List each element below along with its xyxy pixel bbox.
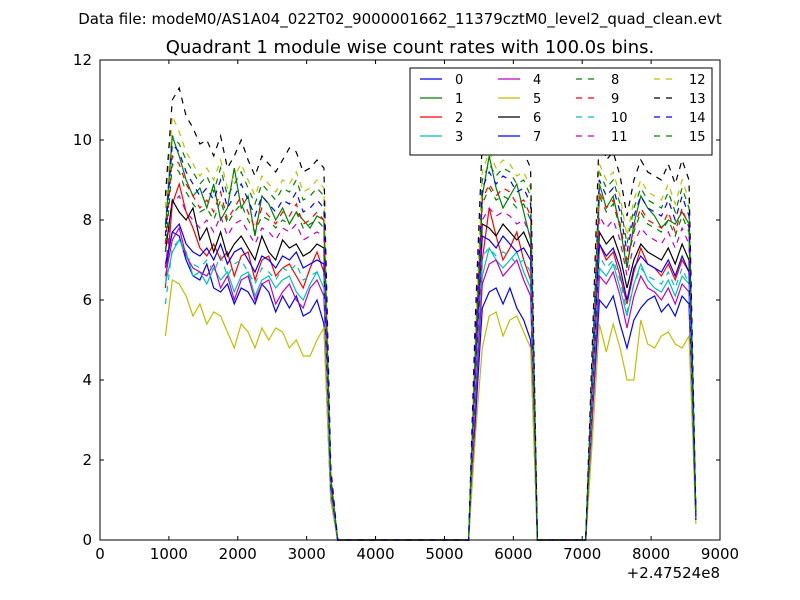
legend-label-5: 5 [533, 92, 541, 107]
legend-label-0: 0 [455, 73, 463, 88]
legend-label-10: 10 [611, 111, 628, 126]
legend-label-13: 13 [689, 92, 706, 107]
y-tick-label: 12 [73, 51, 92, 69]
chart-title: Quadrant 1 module wise count rates with … [166, 37, 655, 58]
y-tick-label: 2 [82, 451, 92, 469]
x-tick-label: 3000 [288, 545, 326, 563]
x-tick-label: 4000 [356, 545, 394, 563]
legend-label-9: 9 [611, 92, 619, 107]
legend-label-12: 12 [689, 73, 706, 88]
x-tick-label: 8000 [632, 545, 670, 563]
legend-label-2: 2 [455, 111, 463, 126]
series-line-9 [164, 154, 697, 541]
legend-box [409, 67, 713, 156]
legend-label-4: 4 [533, 73, 541, 88]
y-tick-label: 0 [82, 531, 92, 549]
x-tick-label: 5000 [425, 545, 463, 563]
x-offset-label: +2.47524e8 [627, 564, 720, 582]
x-tick-label: 6000 [494, 545, 532, 563]
legend-label-15: 15 [689, 130, 706, 145]
legend-label-14: 14 [689, 111, 706, 126]
legend-label-3: 3 [455, 130, 463, 145]
x-tick-label: 0 [95, 545, 105, 563]
x-tick-label: 7000 [563, 545, 601, 563]
legend-label-6: 6 [533, 111, 541, 126]
y-tick-label: 6 [82, 291, 92, 309]
legend-label-7: 7 [533, 130, 541, 145]
figure-suptitle: Data file: modeM0/AS1A04_022T02_90000016… [78, 10, 722, 29]
y-tick-label: 4 [82, 371, 92, 389]
x-tick-label: 1000 [150, 545, 188, 563]
legend-label-8: 8 [611, 73, 619, 88]
legend-label-11: 11 [611, 130, 628, 145]
x-tick-label: 9000 [701, 545, 739, 563]
y-tick-label: 8 [82, 211, 92, 229]
x-tick-label: 2000 [219, 545, 257, 563]
legend-label-1: 1 [455, 92, 463, 107]
axis-ticks: 0 1000 2000 3000 4000 5000 6000 7000 8000 9000 0 2 4… [73, 51, 739, 563]
y-tick-label: 10 [73, 131, 92, 149]
